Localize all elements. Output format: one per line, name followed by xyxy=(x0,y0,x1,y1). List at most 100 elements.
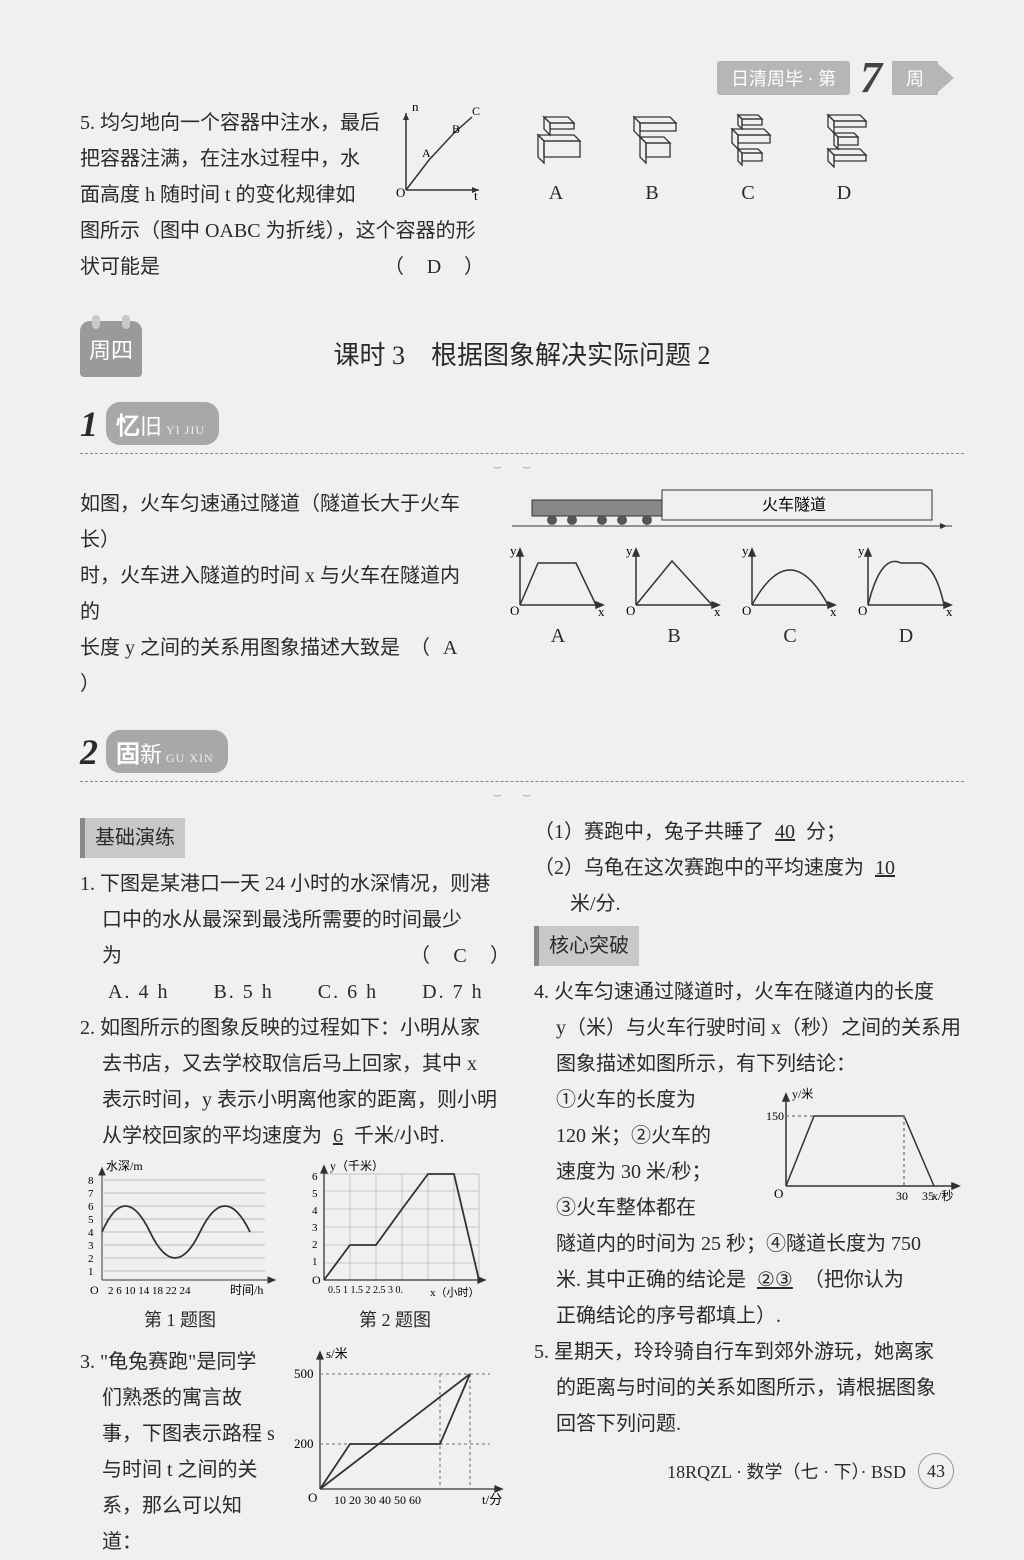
curly-icon-2: ⌣⌣ xyxy=(80,788,964,804)
sub-basic: 基础演练 xyxy=(80,818,185,858)
svg-text:10 20 30 40 50 60: 10 20 30 40 50 60 xyxy=(334,1493,421,1507)
sub-core: 核心突破 xyxy=(534,926,639,966)
page-number: 43 xyxy=(918,1453,954,1489)
q5-opt-a: A xyxy=(524,109,588,213)
q5-line2: 把容器注满，在注水过程中，水 xyxy=(80,141,390,177)
lesson-title: 课时 3 根据图象解决实际问题 2 xyxy=(80,335,964,372)
svg-text:t/分: t/分 xyxy=(482,1492,502,1507)
arrow-icon xyxy=(938,64,954,92)
sec1-opt-a: O x y A xyxy=(508,543,608,648)
svg-text:2: 2 xyxy=(312,1239,318,1251)
footer-text: 18RQZL · 数学（七 · 下）· BSD xyxy=(667,1458,906,1484)
svg-text:y: y xyxy=(510,543,517,558)
svg-text:O: O xyxy=(626,603,635,618)
svg-text:时间/h: 时间/h xyxy=(230,1283,263,1297)
svg-text:t: t xyxy=(474,188,478,200)
svg-text:6: 6 xyxy=(88,1201,94,1213)
svg-text:6: 6 xyxy=(312,1171,318,1183)
svg-text:y: y xyxy=(858,543,865,558)
header-left: 日清周毕 · 第 xyxy=(717,61,850,95)
q5-oabc-graph: O h t A B C xyxy=(394,105,484,200)
q5-line5: 状可能是 （D） xyxy=(80,249,964,285)
svg-text:y: y xyxy=(626,543,633,558)
question-5b: 5. 星期天，玲玲骑自行车到郊外游玩，她离家 的距离与时间的关系如图所示，请根据… xyxy=(534,1334,964,1442)
sec1-opt-d: O x y D xyxy=(856,543,956,648)
q5-opt-c: C xyxy=(716,109,780,213)
svg-text:y/米: y/米 xyxy=(792,1087,813,1101)
svg-text:30: 30 xyxy=(896,1189,908,1203)
svg-text:O: O xyxy=(312,1273,321,1287)
q5-line3: 面高度 h 随时间 t 的变化规律如 xyxy=(80,177,390,213)
q5-opt-d: D xyxy=(812,109,876,213)
divider xyxy=(80,453,964,454)
svg-text:C: C xyxy=(472,105,480,118)
svg-text:5: 5 xyxy=(88,1214,94,1226)
svg-text:B: B xyxy=(452,122,460,136)
q5-opt-b: B xyxy=(620,109,684,213)
curly-icon: ⌣⌣ xyxy=(80,460,964,476)
q2-figure: y（千米） x（小时） 0.5 1 1.5 2 2.5 3 0. 6 5 4 3… xyxy=(300,1160,490,1338)
svg-text:O: O xyxy=(742,603,751,618)
question-4: 4. 火车匀速通过隧道时，火车在隧道内的长度 y（米）与火车行驶时间 x（秒）之… xyxy=(534,974,964,1334)
day-badge: 周四 xyxy=(80,321,142,377)
q5-answer: D xyxy=(404,249,464,285)
q3-ans2: 10 xyxy=(869,857,901,879)
section-1-label: 1 忆 旧 YI JIU xyxy=(80,402,964,445)
sec1-opt-b: O x y B xyxy=(624,543,724,648)
svg-text:4: 4 xyxy=(88,1227,94,1239)
svg-text:3: 3 xyxy=(88,1240,94,1252)
svg-text:x: x xyxy=(830,604,837,618)
svg-text:2 6 10 14 18 22 24: 2 6 10 14 18 22 24 xyxy=(108,1285,191,1297)
svg-text:x: x xyxy=(714,604,721,618)
svg-text:x: x xyxy=(598,604,605,618)
header-week-num: 7 xyxy=(860,52,882,103)
svg-text:O: O xyxy=(858,603,867,618)
svg-text:A: A xyxy=(422,146,431,160)
tunnel-diagram: 火车隧道 xyxy=(500,486,964,537)
q5-line4: 图所示（图中 OABC 为折线），这个容器的形 xyxy=(80,213,964,249)
week-header: 日清周毕 · 第 7 周 xyxy=(717,52,954,103)
svg-text:O: O xyxy=(396,185,405,200)
svg-text:0.5 1 1.5 2 2.5 3 0.: 0.5 1 1.5 2 2.5 3 0. xyxy=(328,1285,403,1296)
section-2-body: 基础演练 1. 下图是某港口一天 24 小时的水深情况，则港 口中的水从最深到最… xyxy=(80,814,964,1560)
q3-ans1: 40 xyxy=(769,821,801,843)
svg-text:O: O xyxy=(774,1186,783,1201)
svg-text:1: 1 xyxy=(88,1266,94,1278)
q5-options: A B C D xyxy=(524,109,876,213)
svg-text:8: 8 xyxy=(88,1175,94,1187)
svg-text:O: O xyxy=(510,603,519,618)
section-2-label: 2 固 新 GU XIN xyxy=(80,730,964,773)
svg-text:3: 3 xyxy=(312,1222,318,1234)
question-5: 5. 均匀地向一个容器中注水，最后 把容器注满，在注水过程中，水 面高度 h 随… xyxy=(80,105,964,213)
svg-text:h: h xyxy=(412,105,419,114)
q1-figure: 水深/m 时间/h 2 6 10 14 18 22 24 8 7 6 5 4 3… xyxy=(80,1160,280,1338)
q1-answer: C xyxy=(430,938,490,974)
svg-text:y: y xyxy=(742,543,749,558)
svg-text:2: 2 xyxy=(88,1253,94,1265)
svg-text:x（小时）: x（小时） xyxy=(430,1286,480,1299)
divider-2 xyxy=(80,781,964,782)
svg-text:x/秒: x/秒 xyxy=(932,1189,953,1203)
q5-line1: 5. 均匀地向一个容器中注水，最后 xyxy=(80,105,390,141)
left-column: 基础演练 1. 下图是某港口一天 24 小时的水深情况，则港 口中的水从最深到最… xyxy=(80,814,510,1560)
svg-text:x: x xyxy=(946,604,953,618)
svg-text:火车隧道: 火车隧道 xyxy=(762,496,826,514)
q3-figure: s/米 t/分 500 200 10 20 30 40 50 60 O xyxy=(290,1344,510,1514)
footer: 18RQZL · 数学（七 · 下）· BSD 43 xyxy=(667,1453,954,1489)
svg-text:y（千米）: y（千米） xyxy=(330,1160,384,1173)
svg-text:O: O xyxy=(308,1490,317,1505)
svg-text:O: O xyxy=(90,1283,99,1297)
svg-text:水深/m: 水深/m xyxy=(106,1160,143,1173)
q4-figure: y/米 x/秒 150 30 35 O xyxy=(764,1086,964,1206)
sec1-opt-c: O x y C xyxy=(740,543,840,648)
svg-text:500: 500 xyxy=(294,1366,314,1381)
q4-answer: ②③ xyxy=(751,1269,799,1291)
svg-text:5: 5 xyxy=(312,1188,318,1200)
sec1-answer: A xyxy=(435,637,465,659)
section-1-body: 如图，火车匀速通过隧道（隧道长大于火车长） 时，火车进入隧道的时间 x 与火车在… xyxy=(80,486,964,702)
svg-text:s/米: s/米 xyxy=(326,1346,348,1361)
header-week-label: 周 xyxy=(892,61,938,95)
question-3: 3. "龟兔赛跑"是同学 们熟悉的寓言故 事，下图表示路程 s 与时间 t 之间… xyxy=(80,1344,510,1560)
svg-text:7: 7 xyxy=(88,1188,94,1200)
right-column: （1）赛跑中，兔子共睡了 40 分； （2）乌龟在这次赛跑中的平均速度为 10 … xyxy=(534,814,964,1560)
